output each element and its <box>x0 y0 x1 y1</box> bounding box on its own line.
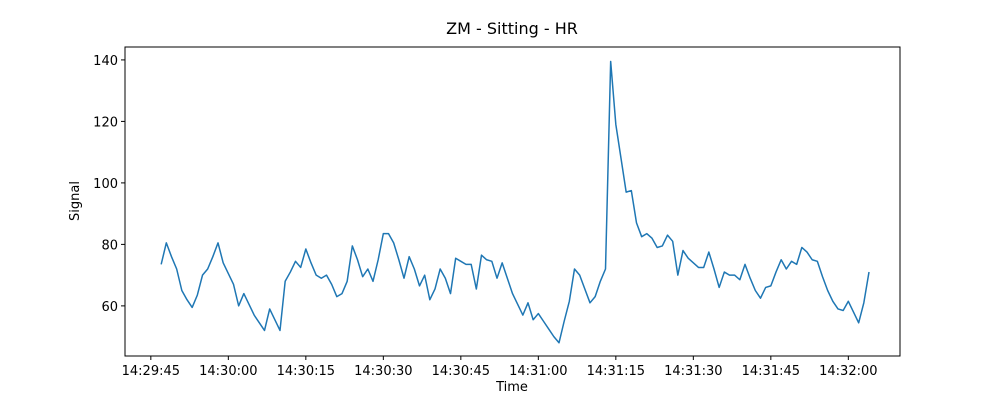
y-tick-label: 120 <box>93 115 118 130</box>
x-tick-label: 14:31:15 <box>587 364 645 379</box>
x-tick-label: 14:29:45 <box>122 364 180 379</box>
y-tick-label: 100 <box>93 177 118 192</box>
x-tick-label: 14:30:30 <box>354 364 412 379</box>
chart-title: ZM - Sitting - HR <box>446 19 578 38</box>
y-tick-label: 140 <box>93 54 118 69</box>
x-tick-label: 14:30:00 <box>199 364 257 379</box>
line-series <box>160 60 870 344</box>
x-tick-label: 14:30:45 <box>432 364 490 379</box>
x-tick-label: 14:31:30 <box>664 364 722 379</box>
x-tick-label: 14:31:45 <box>742 364 800 379</box>
x-tick-label: 14:32:00 <box>819 364 877 379</box>
plot-frame <box>124 46 901 357</box>
y-tick-label: 80 <box>101 238 118 253</box>
x-tick-label: 14:31:00 <box>509 364 567 379</box>
y-axis-label: Signal <box>68 181 83 221</box>
y-tick-label: 60 <box>101 300 118 315</box>
x-axis-label: Time <box>495 380 528 395</box>
x-tick-label: 14:30:15 <box>277 364 335 379</box>
